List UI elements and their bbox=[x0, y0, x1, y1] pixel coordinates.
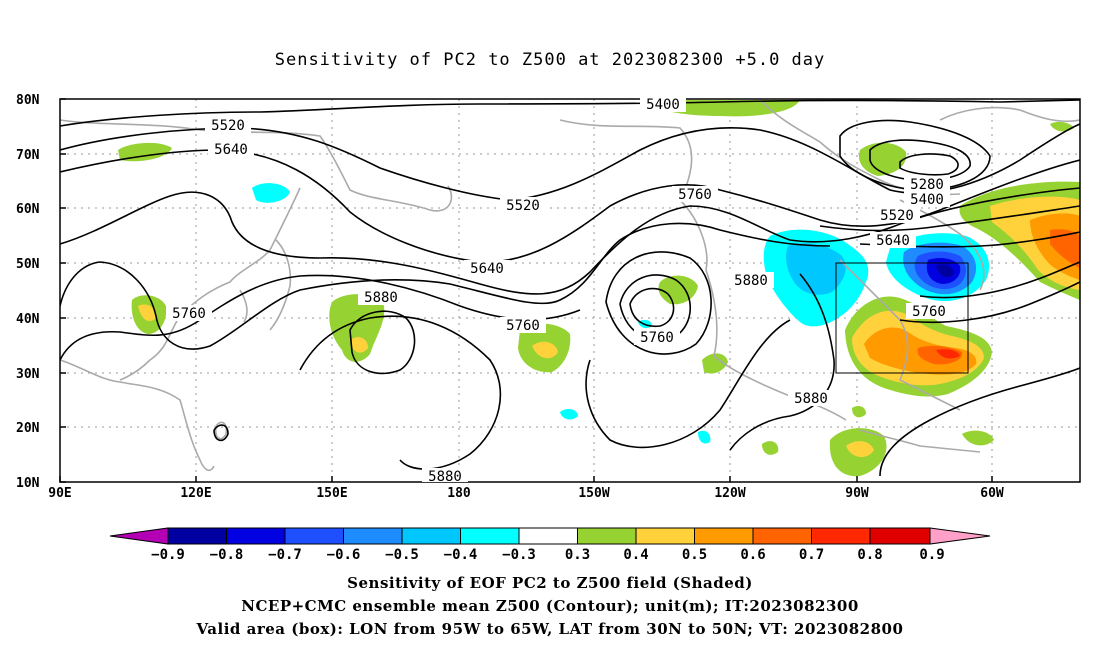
colorbar-box bbox=[226, 527, 286, 545]
svg-text:5880: 5880 bbox=[364, 290, 398, 306]
caption-contour: NCEP+CMC ensemble mean Z500 (Contour); u… bbox=[241, 597, 859, 615]
svg-text:5760: 5760 bbox=[678, 187, 712, 203]
svg-text:5400: 5400 bbox=[910, 192, 944, 208]
contour-label: 5880 bbox=[422, 468, 468, 485]
contour-labels: 5400 5520 5640 5520 5760 5280 5400 5520 … bbox=[166, 96, 952, 485]
colorbar-tick: −0.8 bbox=[210, 547, 244, 563]
colorbar: −0.9 −0.8 −0.7 −0.6 −0.5 −0.4 −0.3 0.3 0… bbox=[109, 527, 991, 563]
contour-label: 5760 bbox=[672, 186, 718, 203]
colorbar-tick: −0.3 bbox=[502, 547, 536, 563]
lon-label: 120W bbox=[714, 486, 745, 501]
contour-label: 5760 bbox=[634, 329, 680, 346]
lat-labels: 80N 70N 60N 50N 40N 30N 20N 10N bbox=[16, 93, 40, 491]
lon-label: 90E bbox=[48, 486, 71, 501]
contour-label: 5520 bbox=[205, 117, 251, 134]
lon-label: 90W bbox=[845, 486, 869, 501]
svg-text:5880: 5880 bbox=[734, 273, 768, 289]
colorbar-box bbox=[167, 527, 227, 545]
lon-label: 180 bbox=[447, 486, 471, 501]
svg-text:5760: 5760 bbox=[172, 306, 206, 322]
contour-label: 5640 bbox=[208, 141, 254, 158]
colorbar-box bbox=[401, 527, 461, 545]
colorbar-tick: 0.6 bbox=[740, 547, 765, 563]
colorbar-tick: −0.5 bbox=[385, 547, 419, 563]
svg-text:5760: 5760 bbox=[640, 330, 674, 346]
contour-label: 5880 bbox=[728, 272, 774, 289]
svg-text:5640: 5640 bbox=[214, 142, 248, 158]
contour-label: 5520 bbox=[874, 207, 920, 224]
contour-label: 5280 bbox=[904, 176, 950, 193]
plot-frame bbox=[59, 98, 1081, 483]
colorbar-tick: 0.9 bbox=[919, 547, 944, 563]
colorbar-box bbox=[811, 527, 871, 545]
svg-text:5520: 5520 bbox=[880, 208, 914, 224]
caption-valid-area: Valid area (box): LON from 95W to 65W, L… bbox=[196, 620, 904, 638]
colorbar-box bbox=[635, 527, 695, 545]
lat-label: 10N bbox=[16, 476, 40, 491]
colorbar-box bbox=[869, 527, 931, 545]
contour-label: 5400 bbox=[904, 191, 950, 208]
colorbar-box bbox=[752, 527, 812, 545]
lon-label: 150E bbox=[316, 486, 347, 501]
frame-ticks bbox=[59, 98, 993, 483]
colorbar-tick: 0.5 bbox=[682, 547, 707, 563]
contour-label: 5880 bbox=[788, 390, 834, 407]
colorbar-tick: −0.7 bbox=[268, 547, 302, 563]
contour-label: 5520 bbox=[500, 197, 546, 214]
colorbar-box bbox=[284, 527, 344, 545]
lat-label: 40N bbox=[16, 312, 40, 327]
caption-shading: Sensitivity of EOF PC2 to Z500 field (Sh… bbox=[347, 574, 753, 592]
svg-text:5760: 5760 bbox=[506, 318, 540, 334]
contour-label: 5760 bbox=[500, 317, 546, 334]
svg-text:5760: 5760 bbox=[912, 304, 946, 320]
lon-label: 150W bbox=[578, 486, 609, 501]
colorbar-box bbox=[343, 527, 403, 545]
colorbar-box bbox=[518, 527, 578, 545]
svg-text:5640: 5640 bbox=[470, 261, 504, 277]
colorbar-tick: 0.8 bbox=[857, 547, 882, 563]
lon-label: 60W bbox=[980, 486, 1004, 501]
colorbar-tick: −0.4 bbox=[444, 547, 478, 563]
colorbar-tick: 0.7 bbox=[799, 547, 824, 563]
map-title: Sensitivity of PC2 to Z500 at 2023082300… bbox=[274, 50, 826, 70]
z500-contours bbox=[60, 99, 1080, 477]
contour-label: 5880 bbox=[358, 289, 404, 306]
colorbar-tick: 0.4 bbox=[623, 547, 648, 563]
colorbar-box bbox=[460, 527, 520, 545]
colorbar-arrow-high bbox=[929, 527, 991, 545]
valid-area-box bbox=[835, 262, 969, 374]
lat-label: 80N bbox=[16, 93, 40, 108]
colorbar-tick: 0.3 bbox=[565, 547, 590, 563]
lat-label: 60N bbox=[16, 202, 40, 217]
lon-label: 120E bbox=[180, 486, 211, 501]
svg-text:5520: 5520 bbox=[506, 198, 540, 214]
plot-area bbox=[60, 99, 1080, 482]
contour-label: 5400 bbox=[640, 96, 686, 113]
contour-label: 5760 bbox=[166, 305, 212, 322]
lat-label: 30N bbox=[16, 367, 40, 382]
contour-label: 5760 bbox=[906, 303, 952, 320]
svg-text:5880: 5880 bbox=[428, 469, 462, 485]
lat-label: 20N bbox=[16, 421, 40, 436]
svg-text:5280: 5280 bbox=[910, 177, 944, 193]
lat-label: 70N bbox=[16, 148, 40, 163]
colorbar-tick: −0.9 bbox=[151, 547, 185, 563]
lon-labels: 90E 120E 150E 180 150W 120W 90W 60W bbox=[48, 486, 1004, 501]
shading-negative bbox=[252, 183, 990, 444]
colorbar-tick: −0.6 bbox=[327, 547, 361, 563]
contour-label: 5640 bbox=[870, 232, 916, 249]
colorbar-box bbox=[577, 527, 637, 545]
svg-text:5400: 5400 bbox=[646, 97, 680, 113]
svg-text:5880: 5880 bbox=[794, 391, 828, 407]
contour-label: 5640 bbox=[464, 260, 510, 277]
colorbar-box bbox=[694, 527, 754, 545]
colorbar-arrow-low bbox=[109, 527, 169, 545]
svg-text:5520: 5520 bbox=[211, 118, 245, 134]
svg-text:5640: 5640 bbox=[876, 233, 910, 249]
lat-label: 50N bbox=[16, 257, 40, 272]
